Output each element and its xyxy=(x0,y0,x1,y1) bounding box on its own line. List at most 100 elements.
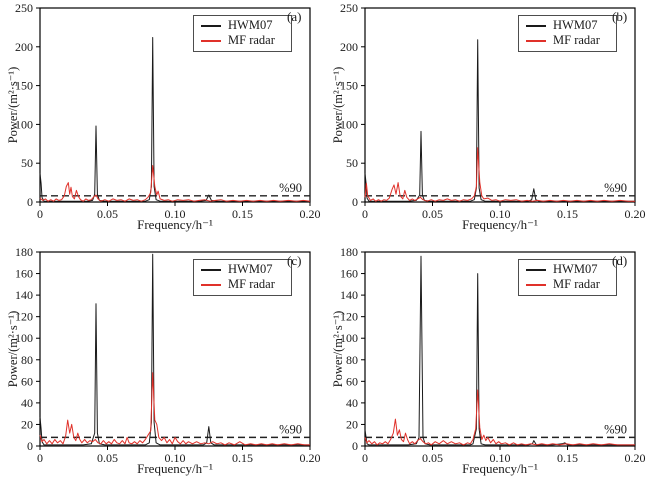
svg-text:80: 80 xyxy=(21,353,33,367)
svg-text:250: 250 xyxy=(340,1,358,15)
svg-text:0: 0 xyxy=(27,195,33,209)
svg-text:250: 250 xyxy=(15,1,33,15)
legend: HWM07 MF radar xyxy=(518,259,617,296)
svg-text:%90: %90 xyxy=(279,422,302,436)
panel-letter-d: (d) xyxy=(612,253,628,268)
svg-text:40: 40 xyxy=(346,396,358,410)
legend-label-mf-radar: MF radar xyxy=(553,277,600,291)
y-axis-label: Power/(m²·s⁻¹) xyxy=(6,66,20,144)
svg-text:120: 120 xyxy=(15,310,33,324)
svg-text:0.10: 0.10 xyxy=(490,207,511,221)
svg-text:100: 100 xyxy=(15,117,33,131)
svg-text:40: 40 xyxy=(21,396,33,410)
legend-entry-mf-radar: MF radar xyxy=(201,277,287,292)
svg-text:0: 0 xyxy=(362,451,368,465)
mf-radar-line-swatch xyxy=(526,39,546,42)
legend-entry-hwm07: HWM07 xyxy=(201,18,287,33)
y-axis-label: Power/(m²·s⁻¹) xyxy=(6,310,20,388)
svg-text:0: 0 xyxy=(352,439,358,453)
mf-radar-line-swatch xyxy=(526,283,546,286)
legend-entry-mf-radar: MF radar xyxy=(526,33,612,48)
svg-text:50: 50 xyxy=(21,156,33,170)
legend-label-mf-radar: MF radar xyxy=(553,33,600,47)
svg-text:0: 0 xyxy=(37,451,43,465)
svg-text:20: 20 xyxy=(21,417,33,431)
plot-area-b: 0 50 100 150 200 250 0 0.05 0.10 0.15 0.20 %90 xyxy=(340,1,646,221)
svg-text:%90: %90 xyxy=(279,181,302,195)
svg-text:0.05: 0.05 xyxy=(422,451,443,465)
svg-text:200: 200 xyxy=(340,40,358,54)
panel-letter-b: (b) xyxy=(612,9,628,24)
hwm07-line-swatch xyxy=(201,24,221,27)
x-axis-label: Frequency/h⁻¹ xyxy=(462,461,538,476)
legend-entry-mf-radar: MF radar xyxy=(526,277,612,292)
panel-letter-a: (a) xyxy=(287,9,302,24)
mf-radar-line-swatch xyxy=(201,39,221,42)
svg-text:%90: %90 xyxy=(604,422,627,436)
svg-text:%90: %90 xyxy=(604,181,627,195)
svg-text:100: 100 xyxy=(340,117,358,131)
legend-label-hwm07: HWM07 xyxy=(228,18,273,32)
hwm07-line-swatch xyxy=(526,24,546,27)
legend: HWM07 MF radar xyxy=(193,259,292,296)
legend-entry-hwm07: HWM07 xyxy=(201,262,287,277)
svg-text:100: 100 xyxy=(340,331,358,345)
legend-label-hwm07: HWM07 xyxy=(553,262,598,276)
svg-text:0.15: 0.15 xyxy=(232,451,253,465)
y-axis-label: Power/(m²·s⁻¹) xyxy=(331,310,345,388)
svg-text:20: 20 xyxy=(346,417,358,431)
svg-text:0.20: 0.20 xyxy=(625,207,646,221)
svg-text:0: 0 xyxy=(27,439,33,453)
legend-entry-mf-radar: MF radar xyxy=(201,33,287,48)
legend: HWM07 MF radar xyxy=(193,15,292,52)
svg-text:0.20: 0.20 xyxy=(625,451,646,465)
x-axis-label: Frequency/h⁻¹ xyxy=(137,217,213,232)
panel-a: 0 50 100 150 200 250 0 0.05 0.10 0.15 0.20 %90 Powe… xyxy=(0,0,325,244)
svg-text:60: 60 xyxy=(21,374,33,388)
legend-label-mf-radar: MF radar xyxy=(228,277,275,291)
svg-text:0.10: 0.10 xyxy=(165,451,186,465)
svg-text:150: 150 xyxy=(15,79,33,93)
hwm07-line-swatch xyxy=(526,268,546,271)
svg-text:0.10: 0.10 xyxy=(490,451,511,465)
plot-area-a: 0 50 100 150 200 250 0 0.05 0.10 0.15 0.20 %90 xyxy=(15,1,321,221)
legend-entry-hwm07: HWM07 xyxy=(526,262,612,277)
hwm07-line-swatch xyxy=(201,268,221,271)
legend-entry-hwm07: HWM07 xyxy=(526,18,612,33)
legend-label-hwm07: HWM07 xyxy=(553,18,598,32)
svg-text:0: 0 xyxy=(362,207,368,221)
svg-text:50: 50 xyxy=(346,156,358,170)
svg-text:0: 0 xyxy=(352,195,358,209)
svg-text:140: 140 xyxy=(340,288,358,302)
legend-label-mf-radar: MF radar xyxy=(228,33,275,47)
svg-text:160: 160 xyxy=(340,267,358,281)
svg-text:80: 80 xyxy=(346,353,358,367)
svg-text:0.05: 0.05 xyxy=(97,207,118,221)
svg-text:0.05: 0.05 xyxy=(422,207,443,221)
svg-text:0: 0 xyxy=(37,207,43,221)
svg-text:200: 200 xyxy=(15,40,33,54)
x-axis-label: Frequency/h⁻¹ xyxy=(462,217,538,232)
svg-text:0.20: 0.20 xyxy=(300,207,321,221)
legend-label-hwm07: HWM07 xyxy=(228,262,273,276)
legend: HWM07 MF radar xyxy=(518,15,617,52)
plot-area-d: 0 20 40 60 80 100 120 140 160 180 0 0.05 0.10 0.15 0.2… xyxy=(340,245,646,465)
panel-letter-c: (c) xyxy=(287,253,302,268)
svg-text:140: 140 xyxy=(15,288,33,302)
panel-d: 0 20 40 60 80 100 120 140 160 180 0 0.05 0.10 0.15 0.2… xyxy=(325,244,650,488)
svg-text:0.15: 0.15 xyxy=(557,207,578,221)
svg-text:60: 60 xyxy=(346,374,358,388)
mf-radar-line-swatch xyxy=(201,283,221,286)
svg-text:0.15: 0.15 xyxy=(557,451,578,465)
svg-text:100: 100 xyxy=(15,331,33,345)
y-axis-label: Power/(m²·s⁻¹) xyxy=(331,66,345,144)
panel-b: 0 50 100 150 200 250 0 0.05 0.10 0.15 0.20 %90 Powe… xyxy=(325,0,650,244)
svg-text:180: 180 xyxy=(340,245,358,259)
svg-text:0.10: 0.10 xyxy=(165,207,186,221)
svg-text:0.05: 0.05 xyxy=(97,451,118,465)
panel-c: 0 20 40 60 80 100 120 140 160 180 0 0.05 0.10 0.15 0.2… xyxy=(0,244,325,488)
svg-text:180: 180 xyxy=(15,245,33,259)
svg-text:160: 160 xyxy=(15,267,33,281)
svg-text:120: 120 xyxy=(340,310,358,324)
